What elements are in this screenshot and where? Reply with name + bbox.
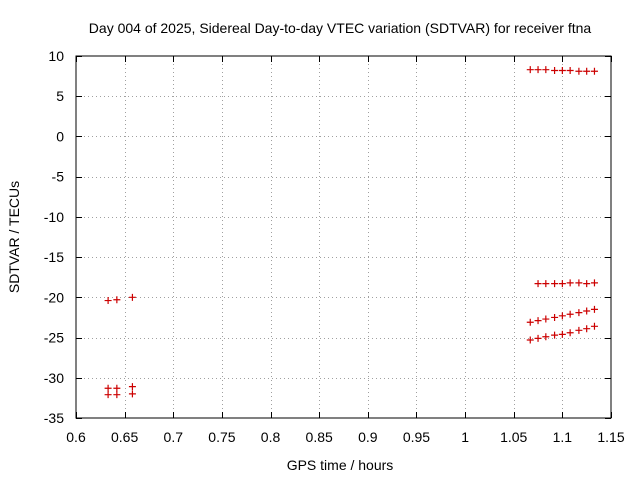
data-point [590, 305, 598, 313]
x-tick-label: 0.7 [164, 429, 184, 445]
data-point [558, 312, 566, 320]
x-tick-label: 0.6 [66, 429, 86, 445]
data-point [526, 318, 534, 326]
x-axis-label: GPS time / hours [287, 457, 394, 473]
x-tick-label: 0.95 [403, 429, 430, 445]
data-point [566, 310, 574, 318]
y-tick-label: -10 [44, 209, 64, 225]
data-point [542, 333, 550, 341]
data-point [104, 391, 112, 399]
data-point [575, 67, 583, 75]
data-point [590, 67, 598, 75]
data-point [558, 280, 566, 288]
data-point [590, 279, 598, 287]
data-point [551, 66, 559, 74]
y-tick-label: -25 [44, 330, 64, 346]
y-tick-label: -15 [44, 249, 64, 265]
x-tick-label: 1 [461, 429, 469, 445]
y-tick-label: 0 [56, 128, 64, 144]
y-axis-label: SDTVAR / TECUs [6, 181, 22, 293]
data-point [128, 293, 136, 301]
data-point [566, 66, 574, 74]
data-point [583, 67, 591, 75]
y-tick-label: -35 [44, 410, 64, 426]
x-tick-label: 0.75 [208, 429, 235, 445]
data-point [526, 336, 534, 344]
data-point [534, 317, 542, 325]
data-point [128, 383, 136, 391]
chart-title: Day 004 of 2025, Sidereal Day-to-day VTE… [89, 20, 592, 36]
y-tick-label: 10 [48, 48, 64, 64]
y-tick-label: -20 [44, 289, 64, 305]
data-point [526, 66, 534, 74]
x-tick-label: 0.8 [261, 429, 281, 445]
x-tick-label: 0.85 [306, 429, 333, 445]
data-point [558, 330, 566, 338]
data-point [590, 322, 598, 330]
y-tick-label: 5 [56, 88, 64, 104]
axis-ticks: 0.6 0.65 0.7 0.75 0.8 0.85 0.9 0.95 1 1.05 1.1 1.15… [44, 48, 625, 445]
data-point [104, 384, 112, 392]
data-point [583, 307, 591, 315]
data-point [534, 280, 542, 288]
data-point [583, 280, 591, 288]
plot-frame [75, 55, 612, 419]
data-point [534, 334, 542, 342]
data-point [558, 66, 566, 74]
x-tick-label: 0.65 [111, 429, 138, 445]
data-point [551, 313, 559, 321]
y-tick-label: -30 [44, 370, 64, 386]
x-tick-label: 1.1 [553, 429, 573, 445]
data-point [113, 384, 121, 392]
data-points [104, 66, 598, 399]
data-point [551, 280, 559, 288]
data-point [542, 66, 550, 74]
data-point [575, 326, 583, 334]
data-point [542, 315, 550, 323]
x-tick-label: 0.9 [358, 429, 378, 445]
data-point [542, 280, 550, 288]
data-point [575, 279, 583, 287]
data-point [575, 309, 583, 317]
data-point [104, 297, 112, 305]
data-point [113, 391, 121, 399]
grid [76, 56, 611, 418]
data-point [566, 329, 574, 337]
data-point [113, 296, 121, 304]
data-point [128, 390, 136, 398]
y-tick-label: -5 [52, 169, 65, 185]
data-point [566, 279, 574, 287]
x-tick-label: 1.15 [597, 429, 624, 445]
data-point [534, 66, 542, 74]
x-tick-label: 1.05 [500, 429, 527, 445]
data-point [551, 331, 559, 339]
data-point [583, 325, 591, 333]
